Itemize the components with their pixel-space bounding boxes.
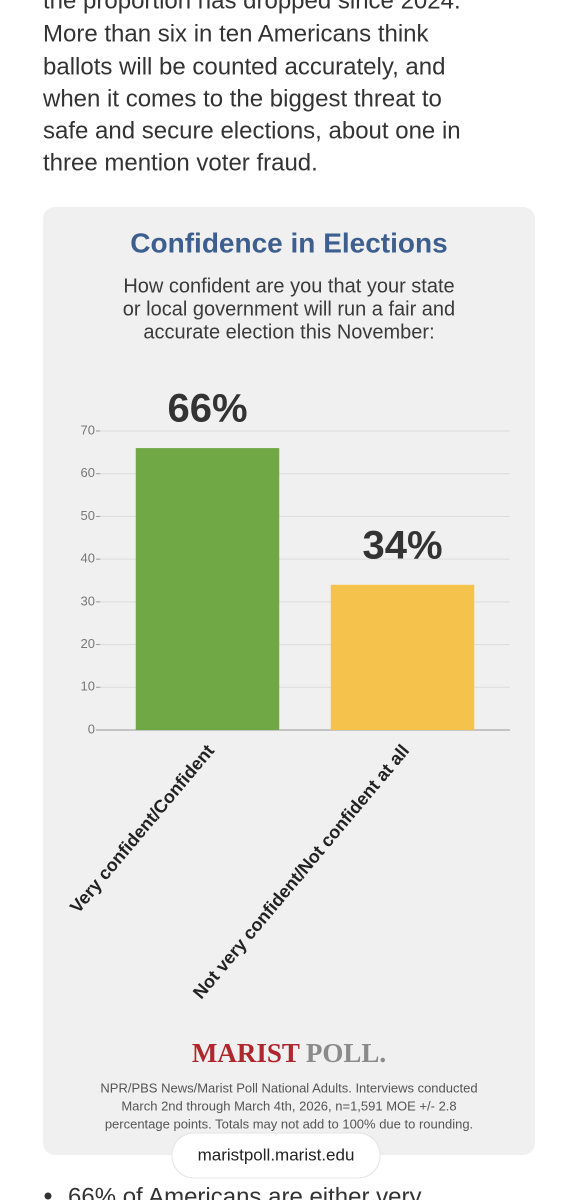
article-line: the proportion has dropped since 2024. [43,0,461,14]
bar [330,584,475,730]
y-tick-label: 70 [81,422,95,437]
source-note: March 2nd through March 4th, 2026, n=1,5… [121,1098,456,1113]
bullet-text: 66% of Americans are either very [68,1183,422,1200]
source-note: percentage points. Totals may not add to… [105,1116,473,1131]
y-tick-label: 0 [88,721,95,736]
bar [135,448,280,730]
article-line: safe and secure elections, about one in [43,117,461,144]
url-pill[interactable] [171,1132,381,1179]
chart-subtitle: or local government will run a fair and [123,298,455,320]
bullet [44,1192,52,1200]
value-label: 66% [167,387,247,431]
logo-part: MARIST [192,1038,300,1068]
article-line: More than six in ten Americans think [43,20,430,47]
url[interactable]: maristpoll.marist.edu [198,1145,355,1164]
article-line: ballots will be counted accurately, and [43,53,445,80]
chart-subtitle: accurate election this November: [143,321,434,343]
y-tick-label: 60 [81,465,95,480]
y-tick-label: 30 [81,593,95,608]
article: the proportion has dropped since 2024. M… [42,0,461,176]
source-note: NPR/PBS News/Marist Poll National Adults… [100,1080,477,1095]
chart-title: Confidence in Elections [130,227,447,258]
y-tick-label: 40 [81,551,95,566]
chart-subtitle: How confident are you that your state [123,275,454,297]
y-tick-label: 20 [81,636,95,651]
logo: MARIST POLL. [192,1038,386,1068]
logo-part: POLL. [306,1038,386,1068]
value-label: 34% [362,523,442,567]
article-line: when it comes to the biggest threat to [42,85,442,112]
y-tick-label: 50 [81,508,95,523]
y-tick-label: 10 [81,679,95,694]
article-line: three mention voter fraud. [43,149,318,176]
chart-card [43,207,535,1155]
